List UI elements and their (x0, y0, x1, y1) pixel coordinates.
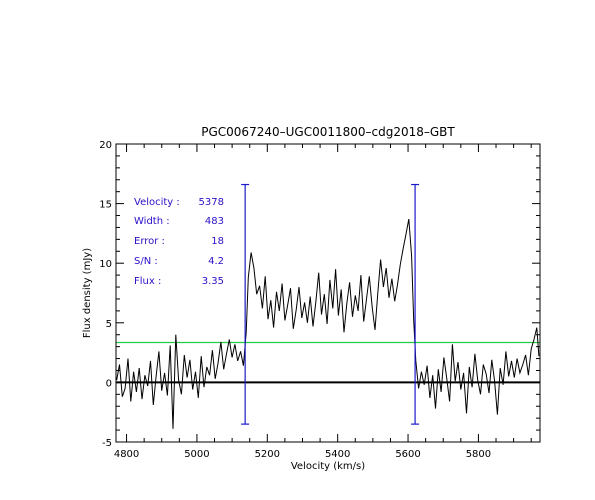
data-layer (116, 183, 540, 429)
y-tick-label--5: -5 (102, 438, 112, 449)
chart-title: PGC0067240–UGC0011800–cdg2018–GBT (201, 125, 455, 139)
x-tick-label-5200: 5200 (255, 449, 280, 460)
x-tick-label-4800: 4800 (114, 449, 139, 460)
x-tick-label-5600: 5600 (395, 449, 420, 460)
info-label-error: Error : (134, 236, 165, 247)
y-tick-label-5: 5 (106, 319, 112, 330)
plot-frame (115, 143, 541, 443)
info-value-flux: 3.35 (202, 276, 224, 287)
info-label-width: Width : (134, 216, 170, 227)
y-tick-label-0: 0 (106, 378, 112, 389)
info-value-sn: 4.2 (208, 256, 224, 267)
x-axis-label: Velocity (km/s) (291, 461, 365, 472)
x-tick-label-5400: 5400 (325, 449, 350, 460)
y-tick-label-20: 20 (99, 140, 112, 151)
info-value-error: 18 (211, 236, 224, 247)
info-label-velocity: Velocity : (134, 197, 180, 208)
y-tick-label-10: 10 (99, 259, 112, 270)
info-box: Velocity : 5378 Width : 483 Error : 18 S… (134, 197, 224, 287)
info-label-flux: Flux : (134, 276, 161, 287)
spectrum-series (116, 219, 540, 429)
y-axis-label: Flux density (mJy) (82, 248, 93, 338)
info-value-width: 483 (205, 216, 224, 227)
x-tick-label-5000: 5000 (184, 449, 209, 460)
y-tick-label-15: 15 (99, 200, 112, 211)
info-label-sn: S/N : (134, 256, 158, 267)
x-tick-label-5800: 5800 (466, 449, 491, 460)
info-value-velocity: 5378 (199, 197, 224, 208)
axes-layer: 4800 5000 5200 5400 5600 5800 -5 0 5 10 15 20 (99, 140, 540, 460)
